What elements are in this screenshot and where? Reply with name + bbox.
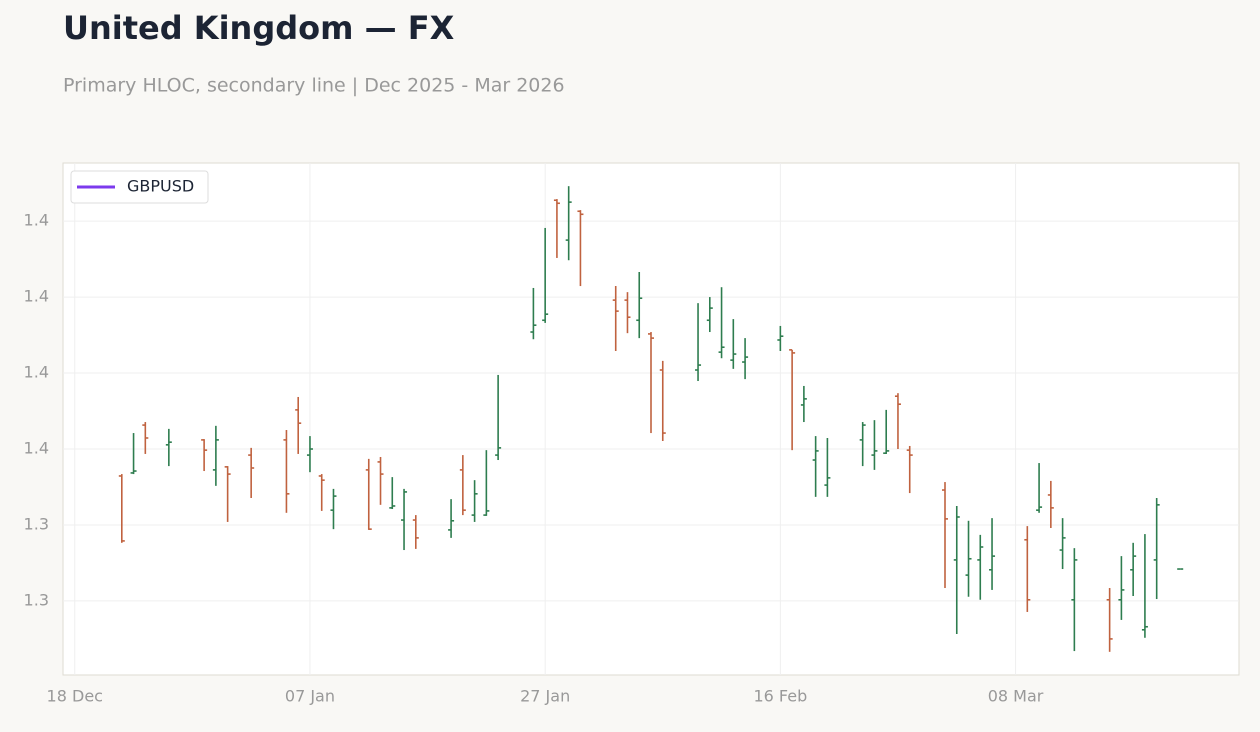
- legend-label: GBPUSD: [127, 177, 194, 196]
- chart-subtitle: Primary HLOC, secondary line | Dec 2025 …: [63, 75, 565, 97]
- x-tick-label: 16 Feb: [753, 687, 807, 706]
- chart-title: United Kingdom — FX: [63, 9, 455, 47]
- y-tick-label: 1.4: [24, 287, 49, 306]
- legend-box: [70, 170, 209, 204]
- y-tick-label: 1.3: [24, 514, 49, 533]
- y-tick-label: 1.4: [24, 439, 49, 458]
- y-tick-label: 1.4: [24, 211, 49, 230]
- y-tick-label: 1.3: [24, 590, 49, 609]
- x-tick-label: 08 Mar: [988, 687, 1044, 706]
- x-tick-label: 27 Jan: [520, 687, 570, 706]
- x-tick-label: 07 Jan: [285, 687, 335, 706]
- y-tick-label: 1.4: [24, 363, 49, 382]
- x-tick-label: 18 Dec: [47, 687, 103, 706]
